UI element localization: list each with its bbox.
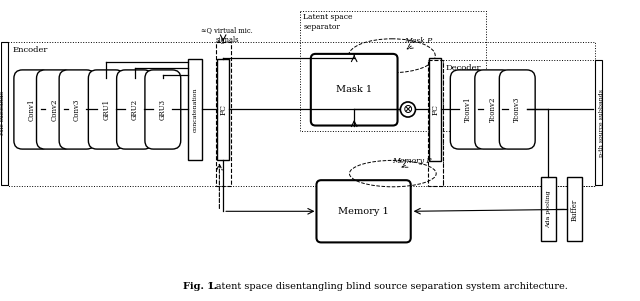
Text: ⊗: ⊗	[403, 103, 413, 116]
Bar	[428, 61, 443, 186]
Bar	[300, 11, 486, 131]
Text: Tconv3: Tconv3	[513, 97, 521, 122]
Bar	[541, 177, 556, 241]
Bar	[567, 177, 582, 241]
Text: Decoder: Decoder	[445, 64, 481, 72]
Text: FC: FC	[431, 104, 439, 115]
Text: Mic subbands: Mic subbands	[0, 91, 4, 135]
Bar	[216, 42, 230, 186]
Text: Memory P: Memory P	[392, 157, 431, 165]
Text: Tconv1: Tconv1	[464, 97, 472, 122]
Text: Ada pooling: Ada pooling	[546, 191, 551, 228]
Bar	[429, 58, 442, 161]
FancyBboxPatch shape	[116, 70, 152, 149]
Text: GRU1: GRU1	[102, 99, 110, 120]
Text: ≈Q virtual mic.
signals: ≈Q virtual mic. signals	[201, 26, 253, 44]
FancyBboxPatch shape	[59, 70, 95, 149]
Bar	[595, 60, 602, 185]
FancyBboxPatch shape	[316, 180, 411, 242]
Bar	[8, 42, 595, 186]
Text: GRU3: GRU3	[159, 99, 167, 120]
FancyBboxPatch shape	[499, 70, 535, 149]
FancyBboxPatch shape	[88, 70, 124, 149]
Text: Buffer: Buffer	[571, 198, 579, 221]
FancyBboxPatch shape	[475, 70, 511, 149]
Text: Conv1: Conv1	[28, 98, 36, 121]
Text: concatenation: concatenation	[193, 87, 197, 132]
Bar	[443, 61, 595, 186]
Text: Tconv2: Tconv2	[489, 97, 497, 122]
FancyBboxPatch shape	[451, 70, 486, 149]
Text: Encoder: Encoder	[13, 46, 49, 54]
FancyBboxPatch shape	[145, 70, 180, 149]
Text: FC: FC	[219, 104, 227, 115]
Bar	[217, 59, 229, 160]
Text: Conv2: Conv2	[51, 98, 58, 121]
Text: Fig. 1.: Fig. 1.	[182, 282, 217, 291]
FancyBboxPatch shape	[14, 70, 50, 149]
FancyBboxPatch shape	[36, 70, 72, 149]
FancyBboxPatch shape	[311, 54, 397, 126]
Text: p-th source subbands: p-th source subbands	[598, 89, 604, 157]
Text: Latent space disentangling blind source separation system architecture.: Latent space disentangling blind source …	[206, 282, 568, 291]
Text: Mask 1: Mask 1	[336, 85, 372, 94]
Bar	[1, 42, 8, 185]
Text: GRU2: GRU2	[131, 99, 138, 120]
Bar	[188, 59, 202, 160]
Text: Conv3: Conv3	[73, 98, 81, 121]
Text: Latent space
separator: Latent space separator	[303, 13, 353, 30]
Text: Memory 1: Memory 1	[338, 207, 389, 216]
Text: Mask P: Mask P	[404, 37, 433, 45]
Circle shape	[401, 102, 415, 117]
